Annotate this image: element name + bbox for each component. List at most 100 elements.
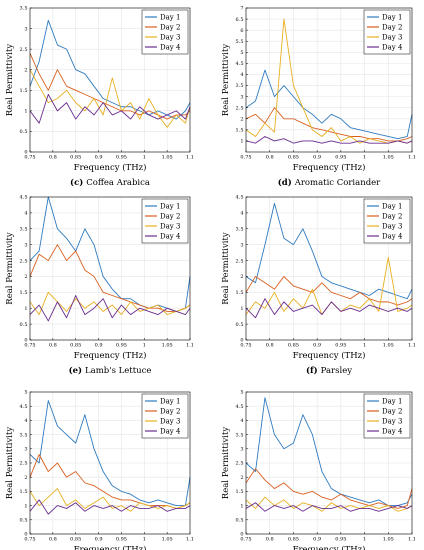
x-tick-label: 1.1 [186, 537, 194, 543]
legend: Day 1 Day 2 Day 3 Day 4 [363, 9, 411, 55]
x-tick-label: 0.95 [335, 343, 346, 349]
x-tick-label: 0.85 [288, 537, 299, 543]
series-line-day-3 [245, 256, 413, 316]
x-tick-label: 1 [143, 537, 146, 543]
panel-title: Aromatic Coriander [294, 178, 381, 188]
x-axis-label: Frequency (THz) [293, 544, 366, 550]
legend-label-day-2: Day 2 [382, 213, 402, 221]
y-tick-label: 3.5 [20, 6, 28, 12]
y-tick-label: 1.5 [20, 88, 28, 94]
y-tick-label: 4 [24, 211, 27, 217]
legend: Day 1 Day 2 Day 3 Day 4 [141, 9, 189, 55]
y-tick-label: 3.5 [20, 432, 28, 438]
y-tick-label: 1.5 [236, 128, 244, 134]
legend-label-day-4: Day 4 [382, 233, 403, 241]
legend-label-day-3: Day 3 [382, 418, 402, 426]
y-tick-label: 0.5 [20, 322, 28, 328]
x-tick-label: 0.85 [70, 537, 81, 543]
y-tick-label: 5 [24, 390, 27, 396]
x-tick-label: 0.9 [313, 343, 321, 349]
series-line-day-1 [245, 202, 413, 300]
legend-label-day-4: Day 4 [160, 44, 181, 52]
y-tick-label: 2 [24, 274, 27, 280]
y-axis-label: Real Permittivity [5, 427, 15, 500]
x-axis-label: Frequency (THz) [74, 162, 147, 173]
y-tick-label: 2.5 [236, 105, 244, 111]
x-tick-label: 0.75 [24, 343, 35, 349]
x-tick-label: 0.9 [313, 155, 321, 161]
legend-label-day-1: Day 1 [160, 203, 180, 211]
y-tick-label: 2 [240, 274, 243, 280]
y-axis-label: Real Permittivity [5, 232, 15, 305]
x-tick-label: 0.95 [116, 537, 127, 543]
legend-label-day-3: Day 3 [382, 34, 402, 42]
legend-label-day-3: Day 3 [160, 418, 180, 426]
x-axis-label: Frequency (THz) [74, 544, 147, 550]
legend-label-day-3: Day 3 [382, 223, 402, 231]
x-tick-label: 1.05 [162, 537, 173, 543]
x-tick-label: 0.75 [24, 155, 35, 161]
plot-frame [29, 7, 191, 153]
y-tick-label: 2.5 [236, 258, 244, 264]
y-tick-label: 0 [24, 150, 27, 156]
x-tick-label: 0.75 [240, 155, 251, 161]
y-tick-label: 5 [240, 390, 243, 396]
y-tick-label: 3 [24, 242, 27, 248]
y-tick-label: 4 [240, 211, 243, 217]
x-tick-label: 1.05 [162, 155, 173, 161]
legend-label-day-1: Day 1 [382, 14, 402, 22]
x-tick-label: 1 [143, 343, 146, 349]
x-tick-label: 0.9 [95, 537, 103, 543]
y-tick-label: 1.5 [236, 489, 244, 495]
panel-letter: (f) [306, 365, 321, 376]
x-tick-label: 0.9 [95, 155, 103, 161]
chart-panel: 0.75 0.8 0.85 0.9 0.95 1 1.05 1.1 0 0.5 1 1.5 2 2.5 3 3… [5, 195, 194, 376]
panel-caption: (d) Aromatic Coriander [278, 177, 381, 188]
y-tick-label: 1 [240, 503, 243, 509]
x-tick-label: 0.8 [266, 155, 274, 161]
y-tick-label: 0 [24, 532, 27, 538]
panel-title: Coffea Arabica [86, 178, 150, 188]
y-tick-label: 4 [24, 418, 27, 424]
series-line-day-3 [29, 488, 191, 512]
y-tick-label: 2.5 [20, 461, 28, 467]
series-line-day-4 [245, 298, 413, 319]
series-line-day-2 [245, 275, 413, 306]
legend-label-day-3: Day 3 [160, 223, 180, 231]
legend-label-day-4: Day 4 [160, 233, 181, 241]
x-tick-label: 0.9 [313, 537, 321, 543]
y-tick-label: 4.5 [20, 195, 28, 201]
legend-label-day-4: Day 4 [160, 428, 181, 436]
y-tick-label: 0.5 [236, 322, 244, 328]
series-line-day-4 [29, 295, 191, 322]
panel-title: Lamb's Lettuce [85, 366, 151, 376]
y-axis-label: Real Permittivity [221, 44, 231, 117]
series-line-day-3 [29, 69, 191, 128]
y-tick-label: 3 [240, 94, 243, 100]
panel-title: Parsley [321, 366, 353, 376]
y-tick-label: 3.5 [236, 432, 244, 438]
y-tick-label: 3.5 [20, 226, 28, 232]
series-line-day-2 [245, 107, 413, 142]
series-line-day-2 [29, 53, 191, 120]
y-tick-label: 0.5 [20, 518, 28, 524]
x-tick-label: 0.85 [70, 155, 81, 161]
panel-letter: (e) [69, 365, 85, 376]
chart-panel: 0.75 0.8 0.85 0.9 0.95 1 1.05 1.1 0 0.5 1 1.5 2 2.5 3 3… [5, 6, 194, 188]
legend-label-day-1: Day 1 [160, 398, 180, 406]
chart-panel: 0.75 0.8 0.85 0.9 0.95 1 1.05 1.1 0 0.5 1 1.5 2 2.5 3 3… [221, 390, 416, 550]
x-tick-label: 1.1 [408, 155, 416, 161]
legend-label-day-2: Day 2 [160, 24, 180, 32]
x-tick-label: 0.85 [288, 155, 299, 161]
panel-letter: (c) [70, 177, 86, 188]
series-line-day-1 [29, 400, 191, 507]
y-axis-label: Real Permittivity [221, 232, 231, 305]
y-tick-label: 4.5 [236, 404, 244, 410]
y-tick-label: 1 [24, 306, 27, 312]
y-tick-label: 6.5 [236, 17, 244, 23]
legend-label-day-2: Day 2 [160, 408, 180, 416]
y-tick-label: 6 [240, 28, 243, 34]
y-tick-label: 2 [24, 475, 27, 481]
y-tick-label: 1.5 [20, 489, 28, 495]
x-tick-label: 0.9 [95, 343, 103, 349]
